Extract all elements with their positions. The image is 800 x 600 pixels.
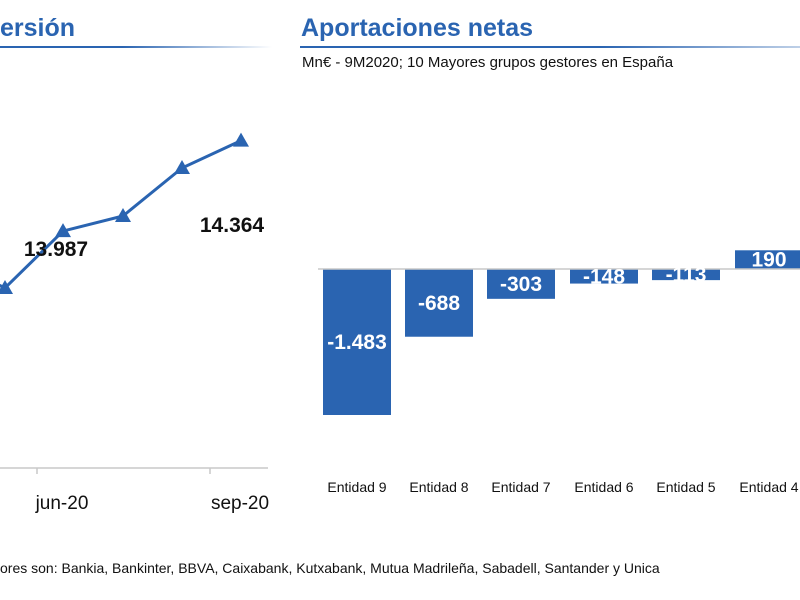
bar-data-label: -148: [583, 265, 625, 288]
footer-note: ores son: Bankia, Bankinter, BBVA, Caixa…: [0, 560, 660, 576]
category-label: Entidad 7: [491, 479, 550, 495]
right-chart-subtitle: Mn€ - 9M2020; 10 Mayores grupos gestores…: [302, 54, 674, 71]
bar-data-label: -1.483: [327, 331, 387, 354]
left-x-tick-label-sep-20: sep-20: [211, 493, 269, 514]
bar-entidad-7: [487, 269, 555, 299]
bar-entidad-9: [323, 269, 391, 415]
left-line-chart: jun-20 sep-20 13.987 14.364: [0, 132, 269, 514]
category-labels-group: Entidad 9 Entidad 8 Entidad 7 Entidad 6 Enti…: [327, 479, 798, 495]
bar-entidad-6: [570, 269, 638, 284]
left-series-marker: [0, 280, 13, 294]
bar-entidad-8: [405, 269, 473, 337]
bars-group: [323, 250, 800, 415]
bar-entidad-4: [735, 250, 800, 269]
right-chart-title: Aportaciones netas: [301, 14, 534, 42]
bar-data-label: -113: [666, 264, 707, 287]
left-series-line: [0, 139, 242, 290]
left-series-marker: [115, 208, 131, 222]
right-title-rule: [300, 46, 800, 48]
bar-data-label: 190: [751, 249, 786, 272]
left-chart-title: ersión: [0, 14, 76, 42]
category-label: Entidad 5: [656, 479, 715, 495]
left-series-markers: [0, 132, 249, 294]
left-series-marker: [174, 160, 190, 174]
left-series-marker: [55, 223, 71, 238]
bar-labels-group: -1.483 -688 -303 -148 -113 190: [327, 249, 786, 354]
left-title-rule: [0, 46, 272, 48]
left-point-label-14364: 14.364: [200, 214, 265, 237]
bar-entidad-5: [652, 269, 720, 281]
category-label: Entidad 6: [574, 479, 633, 495]
left-series-marker: [233, 132, 249, 147]
bar-data-label: -303: [500, 273, 542, 296]
category-label: Entidad 4: [739, 479, 798, 495]
left-point-label-13987: 13.987: [24, 238, 88, 261]
category-label: Entidad 8: [409, 479, 468, 495]
bar-data-label: -688: [418, 292, 460, 315]
left-x-tick-label-jun-20: jun-20: [35, 493, 89, 514]
category-label: Entidad 9: [327, 479, 386, 495]
